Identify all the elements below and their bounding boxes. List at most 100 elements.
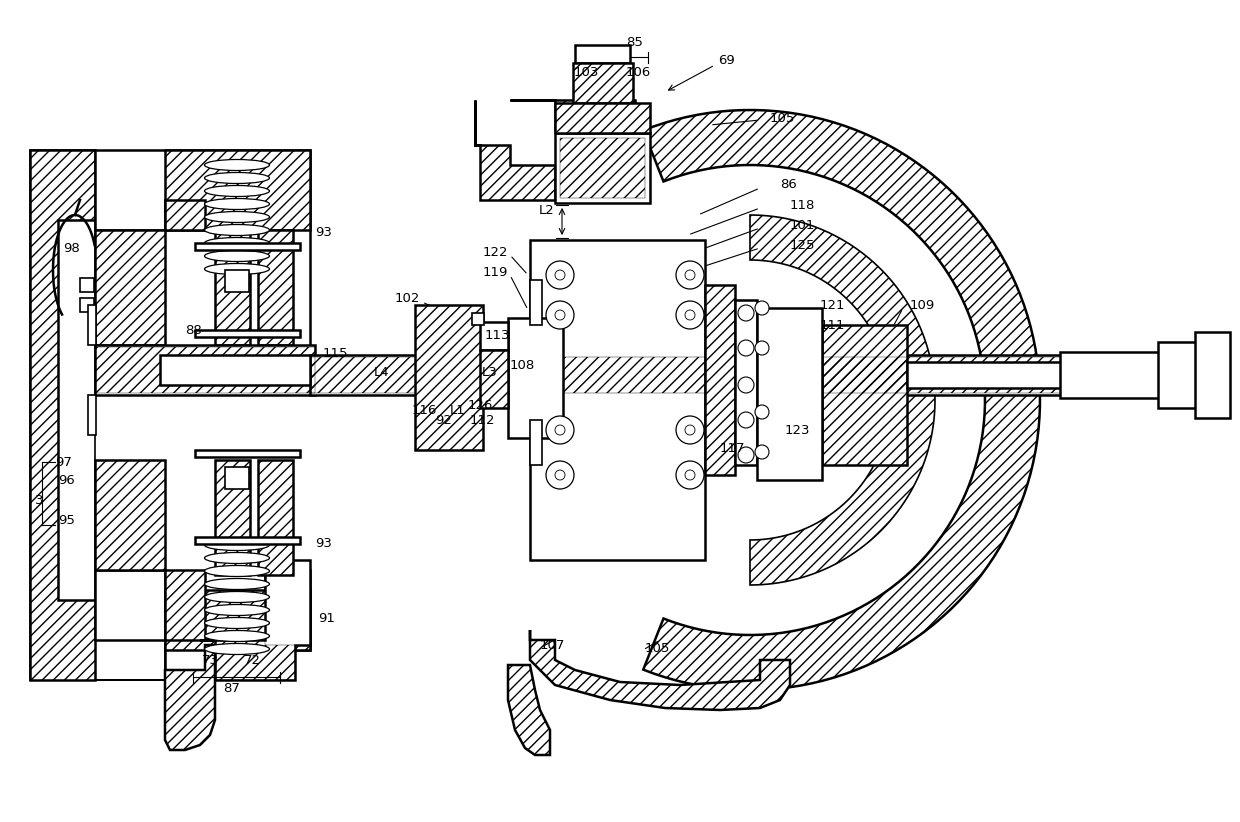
Circle shape [546,461,574,489]
Bar [822,325,906,465]
Bar [706,285,735,475]
Circle shape [684,310,694,320]
Text: 121: 121 [820,298,846,312]
Bar [529,240,706,560]
Bar [560,138,645,198]
Text: 118: 118 [790,198,816,211]
Text: L2: L2 [539,204,556,216]
Circle shape [684,270,694,280]
Circle shape [755,405,769,419]
Circle shape [546,416,574,444]
Ellipse shape [205,211,269,223]
Ellipse shape [205,566,269,576]
Circle shape [676,261,704,289]
Circle shape [738,412,754,428]
Bar [95,347,315,393]
Bar [529,420,542,465]
Text: 73: 73 [201,653,218,667]
Circle shape [556,270,565,280]
Circle shape [738,447,754,463]
Text: 119: 119 [482,266,508,279]
Text: 3: 3 [35,493,43,506]
Circle shape [676,301,704,329]
Text: 107: 107 [539,639,565,652]
Text: 95: 95 [58,514,74,527]
Text: 97: 97 [55,455,72,469]
Bar [81,298,94,312]
Polygon shape [510,100,635,130]
Bar [258,230,293,345]
Text: 109: 109 [910,298,935,312]
Polygon shape [200,560,310,680]
Text: 87: 87 [223,681,241,695]
Bar [224,270,249,292]
Circle shape [556,310,565,320]
Circle shape [684,470,694,480]
Bar [529,280,542,325]
Text: 112: 112 [470,413,495,427]
Bar [480,322,508,350]
Text: 96: 96 [58,473,74,487]
Polygon shape [750,215,935,585]
Text: 111: 111 [820,318,846,331]
Ellipse shape [205,592,269,603]
Bar [472,313,484,325]
Ellipse shape [205,552,269,564]
Text: 105: 105 [770,112,795,124]
Text: 98: 98 [63,242,79,255]
Text: 101: 101 [790,219,816,232]
Ellipse shape [205,579,269,589]
Bar [1158,342,1216,408]
Ellipse shape [205,617,269,629]
Polygon shape [508,665,551,755]
Ellipse shape [205,186,269,196]
Text: 105: 105 [645,641,671,654]
Polygon shape [475,100,556,200]
Ellipse shape [205,238,269,248]
Ellipse shape [205,644,269,654]
Text: 86: 86 [780,178,797,192]
Ellipse shape [205,630,269,641]
Circle shape [546,301,574,329]
Ellipse shape [205,198,269,210]
Bar [508,318,563,438]
Text: 117: 117 [720,441,745,455]
Ellipse shape [205,604,269,616]
Text: 108: 108 [510,358,534,372]
Circle shape [556,470,565,480]
Polygon shape [165,645,215,750]
Circle shape [755,445,769,459]
Bar [756,308,822,480]
Bar [310,355,1210,395]
Polygon shape [644,110,1040,690]
Text: 103: 103 [573,66,599,78]
Bar [556,103,650,133]
Circle shape [684,425,694,435]
Bar [1195,332,1230,418]
Text: 116: 116 [412,404,436,417]
Bar [556,133,650,203]
Bar [415,305,484,450]
Circle shape [738,340,754,356]
Bar [735,300,756,465]
Polygon shape [95,460,205,640]
Bar [88,395,95,435]
Bar [906,362,1087,388]
Bar [258,460,293,575]
Bar [573,63,632,103]
Bar [195,330,300,337]
Bar [81,278,94,292]
Polygon shape [95,150,310,350]
Bar [480,350,508,408]
Circle shape [546,261,574,289]
Ellipse shape [205,173,269,183]
Text: 92: 92 [435,413,451,427]
Text: 102: 102 [394,292,420,304]
Bar [575,45,630,63]
Circle shape [738,305,754,321]
Polygon shape [265,570,310,650]
Polygon shape [529,630,790,710]
Text: 126: 126 [467,399,494,412]
Text: 91: 91 [317,612,335,625]
Bar [1060,352,1185,398]
